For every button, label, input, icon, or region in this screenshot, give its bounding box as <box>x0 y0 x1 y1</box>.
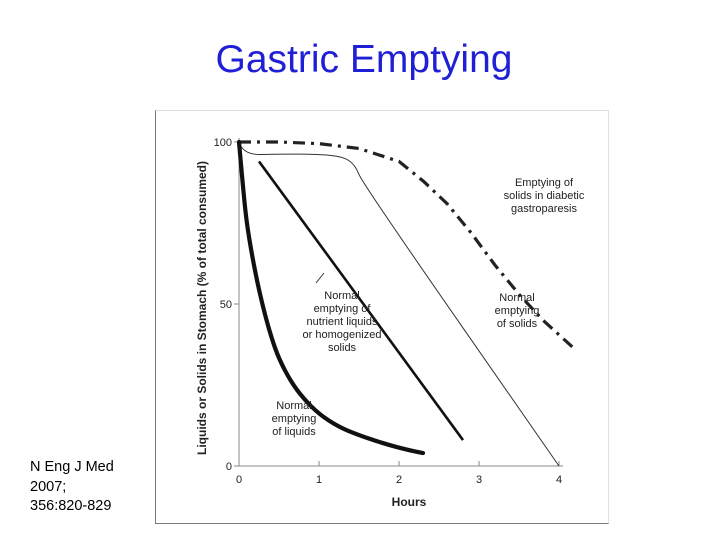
series-label-line: Normal <box>276 400 311 412</box>
gastric-emptying-chart: 0 1 2 3 4 0 50 100 Hours Liquids or Solids in Sto… <box>195 137 585 509</box>
series-label-line: emptying <box>495 305 540 317</box>
series-label-line: of liquids <box>272 426 316 438</box>
x-tick-label: 1 <box>316 474 322 486</box>
series-label-line: emptying <box>272 413 317 425</box>
label-leader-line <box>315 272 325 284</box>
series-label-line: Normal <box>499 292 534 304</box>
liquids-series <box>236 139 426 456</box>
citation-journal: N Eng J Med <box>30 459 114 475</box>
series-label-line: gastroparesis <box>511 203 578 215</box>
y-axis-label: Liquids or Solids in Stomach (% of total… <box>195 161 209 455</box>
x-tick-label: 4 <box>556 474 562 486</box>
gastroparesis-series <box>239 140 577 351</box>
series-label-line: Emptying of <box>515 177 574 189</box>
y-tick-label: 50 <box>220 299 232 311</box>
series-label-line: of solids <box>497 318 538 330</box>
series-label-line: Normal <box>324 290 359 302</box>
x-tick-label: 2 <box>396 474 402 486</box>
series-label-line: solids <box>328 342 357 354</box>
series-label-line: emptying of <box>314 303 372 315</box>
citation: N Eng J Med 2007; 356:820-829 <box>30 458 160 517</box>
figure-frame: 0 1 2 3 4 0 50 100 Hours Liquids or Solids in Sto… <box>155 110 609 524</box>
x-tick-label: 0 <box>236 474 242 486</box>
y-tick-label: 100 <box>214 137 232 149</box>
x-tick-label: 3 <box>476 474 482 486</box>
series-label-line: solids in diabetic <box>504 190 585 202</box>
x-axis-label: Hours <box>392 495 427 509</box>
slide-title: Gastric Emptying <box>215 38 513 81</box>
citation-year: 2007; <box>30 478 67 495</box>
series-label-line: nutrient liquids <box>307 316 378 328</box>
y-tick-label: 0 <box>226 461 232 473</box>
series-label-line: or homogenized <box>303 329 382 341</box>
normal-solids-series <box>238 141 560 467</box>
nutrient-liquids-series <box>257 160 465 441</box>
citation-pages: 356:820-829 <box>30 498 112 514</box>
